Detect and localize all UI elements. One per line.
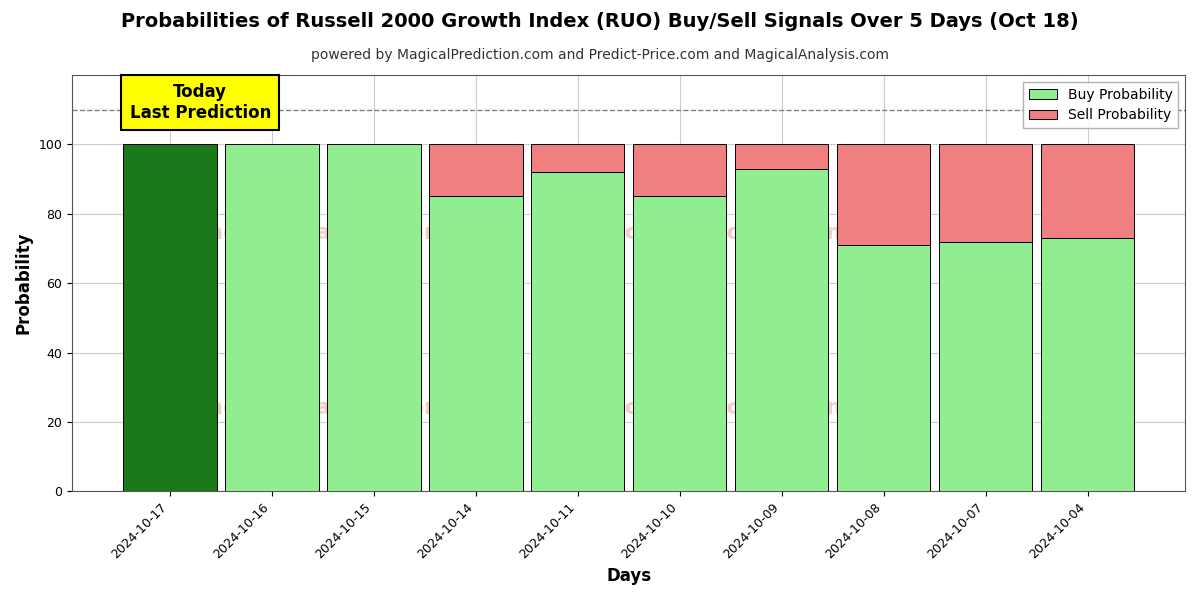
Text: Today
Last Prediction: Today Last Prediction — [130, 83, 271, 122]
Bar — [734, 145, 828, 169]
Y-axis label: Probability: Probability — [16, 232, 34, 334]
Bar — [1040, 145, 1134, 238]
Bar — [428, 196, 522, 491]
Bar — [122, 145, 216, 491]
Bar — [530, 172, 624, 491]
Bar — [836, 145, 930, 245]
Text: MagicalAnalysis.com: MagicalAnalysis.com — [186, 398, 448, 418]
Text: powered by MagicalPrediction.com and Predict-Price.com and MagicalAnalysis.com: powered by MagicalPrediction.com and Pre… — [311, 48, 889, 62]
Bar — [224, 145, 318, 491]
Bar — [632, 145, 726, 196]
Text: Probabilities of Russell 2000 Growth Index (RUO) Buy/Sell Signals Over 5 Days (O: Probabilities of Russell 2000 Growth Ind… — [121, 12, 1079, 31]
Text: MagicalPrediction.com: MagicalPrediction.com — [564, 398, 850, 418]
Bar — [734, 169, 828, 491]
Text: MagicalPrediction.com: MagicalPrediction.com — [564, 223, 850, 243]
Bar — [530, 145, 624, 172]
Bar — [326, 145, 420, 491]
Bar — [428, 145, 522, 196]
Legend: Buy Probability, Sell Probability: Buy Probability, Sell Probability — [1024, 82, 1178, 128]
Bar — [836, 245, 930, 491]
X-axis label: Days: Days — [606, 567, 652, 585]
Bar — [632, 196, 726, 491]
Bar — [938, 242, 1032, 491]
Bar — [938, 145, 1032, 242]
Text: MagicalAnalysis.com: MagicalAnalysis.com — [186, 223, 448, 243]
Bar — [1040, 238, 1134, 491]
